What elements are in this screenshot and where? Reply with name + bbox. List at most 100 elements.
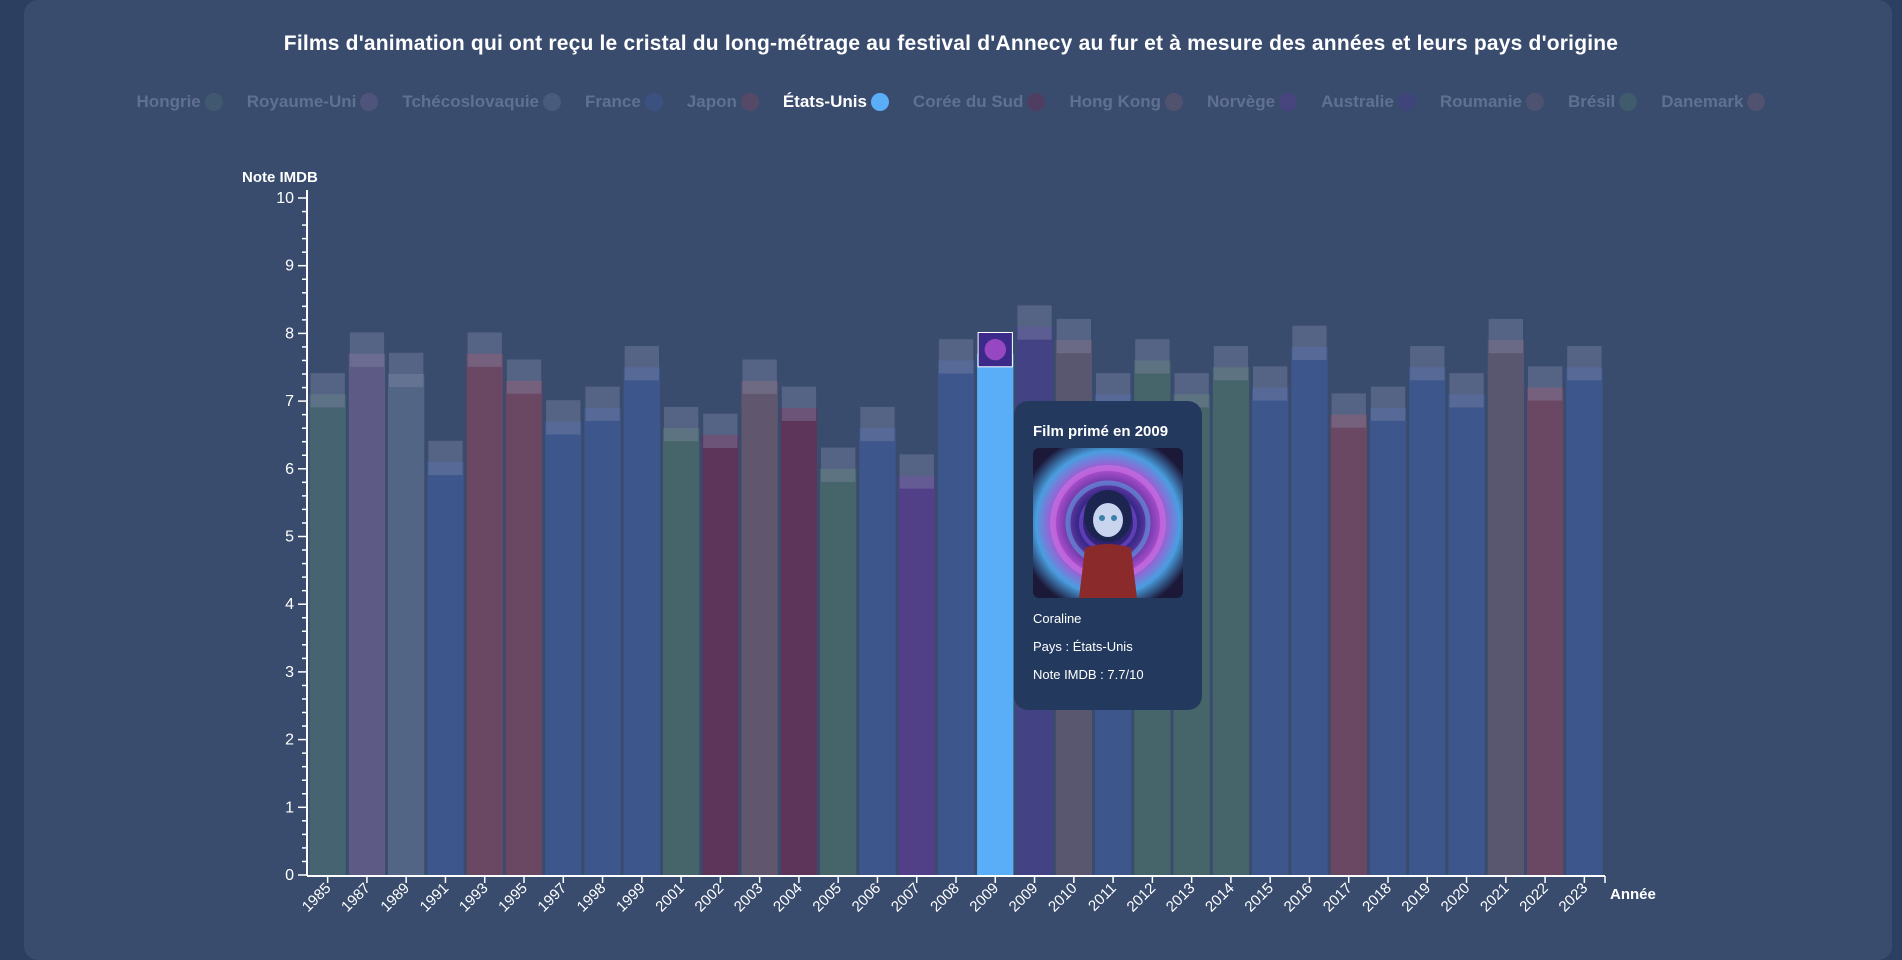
x-tick-label: 2014	[1202, 880, 1238, 916]
bar-thumbnail	[428, 440, 463, 476]
bar[interactable]	[348, 353, 386, 875]
bar[interactable]	[741, 380, 778, 875]
x-tick-label: 1998	[574, 880, 610, 916]
bar[interactable]	[505, 380, 543, 875]
y-tick-label: 7	[285, 393, 294, 410]
bar-thumbnail	[860, 406, 895, 442]
x-tick-label: 2009	[1006, 880, 1042, 916]
y-tick-label: 0	[285, 867, 294, 884]
x-tick-label: 2020	[1438, 880, 1474, 916]
tooltip: Film primé en 2009 Coraline Pa	[1014, 401, 1202, 710]
x-tick-label: 2017	[1320, 880, 1356, 916]
legend-item[interactable]: Corée du Sud	[913, 92, 1046, 112]
bar[interactable]	[466, 353, 503, 875]
legend-label: France	[585, 92, 641, 111]
bar-thumbnail	[1370, 386, 1406, 421]
x-tick-label: 2007	[888, 880, 924, 916]
legend-swatch	[870, 93, 889, 111]
legend-label: Australie	[1321, 92, 1394, 111]
x-tick-label: 2004	[770, 880, 806, 916]
x-tick-label: 2001	[652, 880, 688, 916]
x-tick-label: 2008	[927, 880, 963, 916]
bar-thumbnail	[1331, 393, 1366, 428]
legend-item[interactable]: Tchécoslovaquie	[402, 92, 562, 112]
legend-swatch	[1747, 93, 1766, 111]
bar[interactable]	[1212, 367, 1250, 876]
bar[interactable]	[820, 468, 857, 875]
bar[interactable]	[937, 360, 975, 876]
legend-item[interactable]: Hong Kong	[1069, 92, 1184, 112]
bar[interactable]	[1487, 340, 1524, 875]
bar-thumbnail	[1567, 346, 1602, 381]
legend-item[interactable]: Danemark	[1661, 92, 1766, 112]
legend-item[interactable]: Norvège	[1207, 92, 1298, 112]
bar[interactable]	[1527, 387, 1564, 875]
legend-swatch	[644, 93, 663, 111]
x-tick-label: 2002	[692, 880, 728, 916]
y-tick-label: 4	[285, 596, 294, 613]
bar[interactable]	[1566, 367, 1603, 876]
bar-thumbnail	[1449, 373, 1484, 408]
legend-item[interactable]: Brésil	[1568, 92, 1638, 112]
bar[interactable]	[388, 374, 425, 875]
bar[interactable]	[1330, 414, 1367, 875]
bar-thumbnail	[585, 386, 620, 421]
legend-swatch	[740, 93, 759, 111]
bar-thumbnail	[1017, 305, 1052, 340]
legend-swatch	[360, 93, 379, 111]
bar[interactable]	[1252, 387, 1289, 875]
bar-thumbnail	[821, 447, 856, 482]
legend-swatch	[1165, 93, 1184, 111]
bar[interactable]	[859, 428, 896, 875]
x-tick-label: 1997	[534, 880, 570, 916]
tooltip-country: Pays : États-Unis	[1033, 639, 1133, 654]
x-tick-label: 1991	[417, 880, 453, 916]
bar[interactable]	[663, 428, 700, 875]
bar[interactable]	[1409, 367, 1446, 876]
legend-swatch	[204, 93, 223, 111]
legend-item[interactable]: États-Unis	[783, 92, 889, 112]
bar[interactable]	[623, 367, 660, 876]
bar[interactable]	[1369, 407, 1407, 875]
y-tick-label: 3	[285, 664, 294, 681]
bar-thumbnail	[1135, 339, 1170, 374]
y-tick-label: 6	[285, 461, 294, 478]
x-tick-label: 1999	[613, 880, 649, 916]
bar[interactable]	[1291, 346, 1328, 875]
bar[interactable]	[977, 353, 1014, 875]
bar[interactable]	[702, 434, 739, 875]
bar-thumbnail	[310, 373, 345, 408]
legend-label: Corée du Sud	[912, 92, 1024, 111]
x-tick-label: 2023	[1556, 880, 1592, 916]
legend-item[interactable]: Australie	[1321, 92, 1416, 112]
legend-label: États-Unis	[782, 92, 867, 111]
x-tick-label: 1995	[495, 880, 531, 916]
tooltip-title: Film primé en 2009	[1033, 423, 1169, 440]
legend: Hongrie Royaume-Uni Tchécoslovaquie France J…	[0, 89, 1902, 115]
legend-label: Norvège	[1207, 92, 1276, 111]
legend-item[interactable]: Roumanie	[1440, 92, 1544, 112]
x-tick-label: 1987	[338, 880, 374, 916]
x-tick-label: 2019	[1398, 880, 1434, 916]
legend-item[interactable]: Hongrie	[137, 92, 223, 112]
bar-thumbnail	[1213, 346, 1249, 381]
bar-thumbnail	[1056, 318, 1091, 354]
x-tick-label: 2015	[1241, 880, 1277, 916]
bar[interactable]	[584, 407, 621, 875]
bar[interactable]	[1448, 394, 1485, 875]
bar[interactable]	[780, 407, 818, 875]
bar[interactable]	[427, 462, 464, 875]
bar-thumbnail	[938, 339, 974, 374]
bar[interactable]	[545, 421, 582, 875]
bar[interactable]	[898, 475, 935, 875]
legend-item[interactable]: Japon	[687, 92, 759, 112]
legend-item[interactable]: France	[585, 92, 663, 112]
legend-label: Brésil	[1568, 92, 1616, 111]
y-tick-label: 10	[276, 190, 294, 207]
bar-thumbnail	[624, 346, 659, 381]
legend-item[interactable]: Royaume-Uni	[247, 92, 379, 112]
x-tick-label: 1993	[456, 880, 492, 916]
x-axis-title: Année	[1610, 886, 1656, 903]
bar[interactable]	[309, 394, 346, 875]
legend-swatch	[1397, 93, 1416, 111]
